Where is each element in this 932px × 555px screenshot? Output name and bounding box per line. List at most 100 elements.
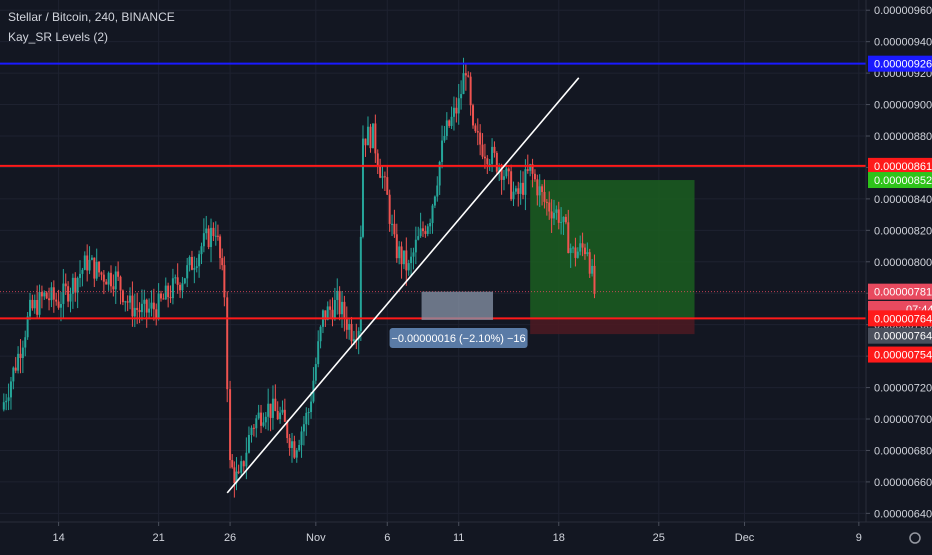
candle-body — [105, 281, 108, 285]
candle-body — [464, 73, 467, 76]
candle-body — [574, 247, 577, 258]
trendline — [226, 77, 580, 494]
price-axis-label: 0.00000840 — [874, 194, 932, 206]
candle-body — [436, 185, 439, 197]
candle-body — [555, 209, 558, 213]
candle-body — [245, 452, 248, 467]
candle-body — [183, 278, 186, 284]
candle-body — [157, 293, 160, 319]
candle-body — [562, 216, 565, 222]
price-axis-label: 0.00000800 — [874, 257, 932, 269]
price-tag-bg — [868, 346, 932, 363]
candle-body — [29, 299, 32, 317]
candle-body — [298, 445, 301, 451]
candle-body — [288, 437, 291, 448]
candle-body — [455, 107, 458, 114]
candle-body — [223, 265, 226, 298]
settings-gear-icon[interactable] — [909, 532, 921, 544]
candle-body — [405, 250, 408, 271]
candle-body — [593, 265, 596, 294]
candle-body — [317, 341, 320, 365]
candle-body — [252, 427, 255, 429]
candle-body — [441, 140, 444, 162]
candle-body — [448, 120, 451, 126]
indicator-legend[interactable]: Kay_SR Levels (2) — [8, 30, 109, 44]
price-axis-label: 0.00000720 — [874, 383, 932, 395]
candle-body — [210, 227, 213, 248]
candle-body — [443, 135, 446, 141]
candle-body — [114, 271, 117, 290]
candle-body — [291, 441, 294, 448]
candle-body — [364, 138, 367, 146]
candle-body — [212, 227, 215, 236]
candle-body — [74, 277, 77, 293]
candle-body — [219, 236, 222, 259]
candle-body — [129, 295, 132, 303]
candle-body — [171, 278, 174, 299]
candle-body — [237, 471, 240, 473]
candle-body — [583, 247, 586, 255]
candle-body — [543, 191, 546, 202]
candle-body — [324, 310, 327, 320]
candle-body — [493, 146, 496, 153]
price-tag-bg — [868, 310, 932, 327]
candle-body — [533, 173, 536, 180]
candle-body — [300, 431, 303, 446]
candle-body — [476, 131, 479, 133]
candle-body — [164, 285, 167, 300]
candle-body — [412, 252, 415, 257]
candle-body — [64, 283, 67, 287]
candle-body — [417, 236, 420, 240]
candle-body — [564, 216, 567, 223]
candle-body — [472, 105, 475, 126]
candle-body — [552, 212, 555, 219]
candle-body — [14, 367, 17, 371]
measure-box — [421, 291, 494, 320]
candle-body — [369, 126, 372, 149]
candle-body — [524, 169, 527, 195]
candle-body — [386, 177, 389, 195]
candle-body — [359, 236, 362, 332]
candle-body — [79, 273, 82, 278]
price-axis-label: 0.00000660 — [874, 477, 932, 489]
candle-body — [176, 277, 179, 285]
candle-body — [62, 283, 65, 304]
candle-body — [50, 287, 53, 301]
candle-body — [250, 427, 253, 436]
candle-body — [505, 168, 508, 177]
candle-body — [233, 467, 236, 484]
candle-body — [57, 301, 60, 308]
measure-label: −0.00000016 (−2.10%) −16 — [391, 333, 525, 345]
measure-label-bg — [389, 327, 528, 348]
candle-body — [160, 293, 163, 299]
candle-body — [43, 292, 46, 297]
candle-body — [121, 290, 124, 303]
candle-body — [271, 398, 274, 418]
time-axis-label: 25 — [653, 532, 665, 544]
price-tag-label: 0.00000754 — [874, 350, 932, 362]
candle-body — [124, 301, 127, 303]
candle-body — [242, 461, 245, 467]
candle-body — [136, 307, 139, 311]
candle-body — [398, 246, 401, 259]
candle-body — [148, 308, 151, 313]
candle-body — [545, 201, 548, 203]
candle-body — [581, 243, 584, 248]
candle-body — [21, 347, 24, 359]
candle-body — [371, 123, 374, 149]
candle-body — [424, 231, 427, 234]
candle-body — [100, 272, 103, 275]
candle-body — [507, 168, 510, 172]
candle-body — [474, 125, 477, 132]
candle-body — [48, 298, 51, 301]
candle-body — [198, 254, 201, 267]
candle-body — [90, 257, 93, 260]
candle-body — [7, 397, 10, 401]
candle-body — [98, 261, 101, 273]
candle-body — [2, 402, 5, 410]
candle-body — [452, 107, 455, 117]
candle-body — [445, 120, 448, 136]
candle-body — [293, 441, 296, 458]
